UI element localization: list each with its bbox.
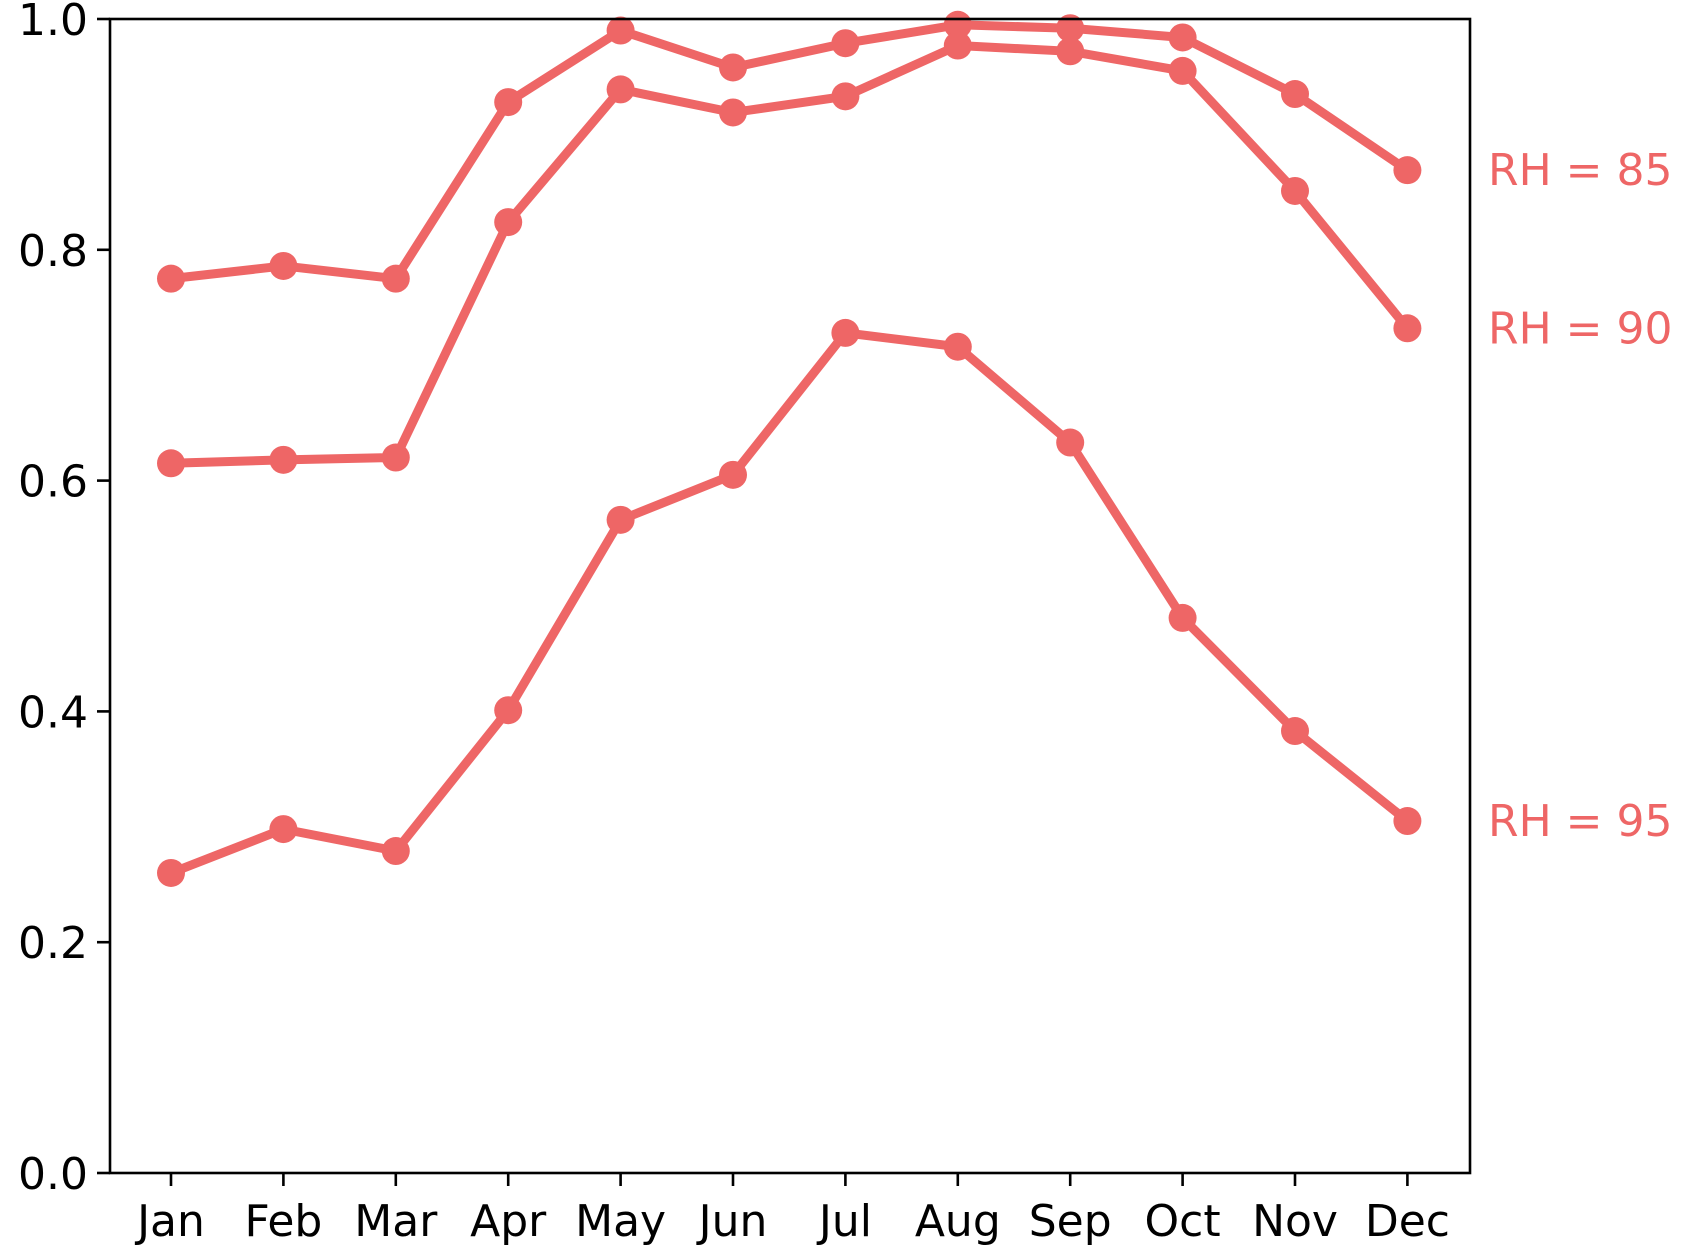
data-point bbox=[269, 815, 298, 844]
x-tick-label: Aug bbox=[915, 1196, 1001, 1247]
data-point bbox=[1393, 314, 1422, 343]
series-label: RH = 90 bbox=[1488, 303, 1673, 354]
data-point bbox=[381, 837, 410, 866]
x-tick-label: Jul bbox=[816, 1196, 872, 1247]
data-point bbox=[494, 696, 523, 725]
series-label: RH = 85 bbox=[1488, 145, 1673, 196]
x-tick-label: May bbox=[575, 1196, 666, 1247]
data-point bbox=[157, 858, 185, 887]
y-tick-label: 0.6 bbox=[18, 457, 88, 508]
series-layer bbox=[157, 10, 1422, 887]
data-point bbox=[269, 445, 298, 474]
data-point bbox=[1281, 176, 1309, 205]
x-tick-label: Apr bbox=[470, 1196, 547, 1247]
data-point bbox=[606, 75, 635, 104]
y-tick-label: 0.8 bbox=[18, 226, 88, 277]
data-point bbox=[831, 318, 860, 347]
data-point bbox=[831, 82, 860, 111]
x-tick-label: Dec bbox=[1365, 1196, 1450, 1247]
data-point bbox=[381, 443, 410, 472]
data-point bbox=[157, 449, 185, 478]
data-point bbox=[1056, 428, 1085, 457]
data-point bbox=[1281, 80, 1309, 109]
data-point bbox=[1393, 807, 1422, 836]
data-point bbox=[831, 29, 860, 58]
series-1 bbox=[157, 10, 1422, 293]
data-point bbox=[269, 251, 298, 280]
data-point bbox=[157, 264, 185, 293]
data-point bbox=[943, 332, 972, 361]
data-point bbox=[943, 31, 972, 60]
data-point bbox=[719, 460, 747, 489]
series-line bbox=[166, 20, 1412, 284]
x-tick-label: Jun bbox=[696, 1196, 768, 1247]
series-3 bbox=[157, 318, 1422, 887]
data-point bbox=[1056, 14, 1085, 43]
x-tick-label: Oct bbox=[1145, 1196, 1221, 1247]
data-point bbox=[1056, 37, 1085, 66]
data-point bbox=[719, 98, 747, 127]
data-point bbox=[494, 208, 523, 237]
series-labels: RH = 85 RH = 90 RH = 95 bbox=[1488, 145, 1673, 847]
y-tick-label: 0.2 bbox=[18, 918, 88, 969]
x-tick-label: Nov bbox=[1252, 1196, 1338, 1247]
data-point bbox=[606, 505, 635, 534]
data-point bbox=[606, 16, 635, 45]
x-tick-label: Feb bbox=[244, 1196, 322, 1247]
x-tick-label: Mar bbox=[354, 1196, 438, 1247]
data-point bbox=[494, 88, 523, 117]
series-2 bbox=[157, 31, 1422, 478]
plot-frame bbox=[108, 17, 1472, 1175]
x-axis: Jan Feb Mar Apr May Jun Jul Aug Sep Oct Nov Dec bbox=[134, 1173, 1450, 1247]
data-point bbox=[1168, 56, 1197, 85]
x-tick-label: Sep bbox=[1029, 1196, 1112, 1247]
y-axis: 0.0 0.2 0.4 0.6 0.8 1.0 bbox=[18, 0, 110, 1200]
x-tick-label: Jan bbox=[134, 1196, 205, 1247]
y-tick-label: 0.4 bbox=[18, 687, 88, 738]
series-label: RH = 95 bbox=[1488, 796, 1673, 847]
data-point bbox=[719, 53, 747, 82]
series-line bbox=[166, 328, 1412, 878]
data-point bbox=[1168, 603, 1197, 632]
data-point bbox=[1168, 23, 1197, 52]
data-point bbox=[1281, 717, 1309, 746]
data-point bbox=[381, 264, 410, 293]
y-tick-label: 0.0 bbox=[18, 1149, 88, 1200]
y-tick-label: 1.0 bbox=[18, 0, 88, 46]
series-line bbox=[166, 41, 1412, 468]
data-point bbox=[1393, 156, 1422, 185]
